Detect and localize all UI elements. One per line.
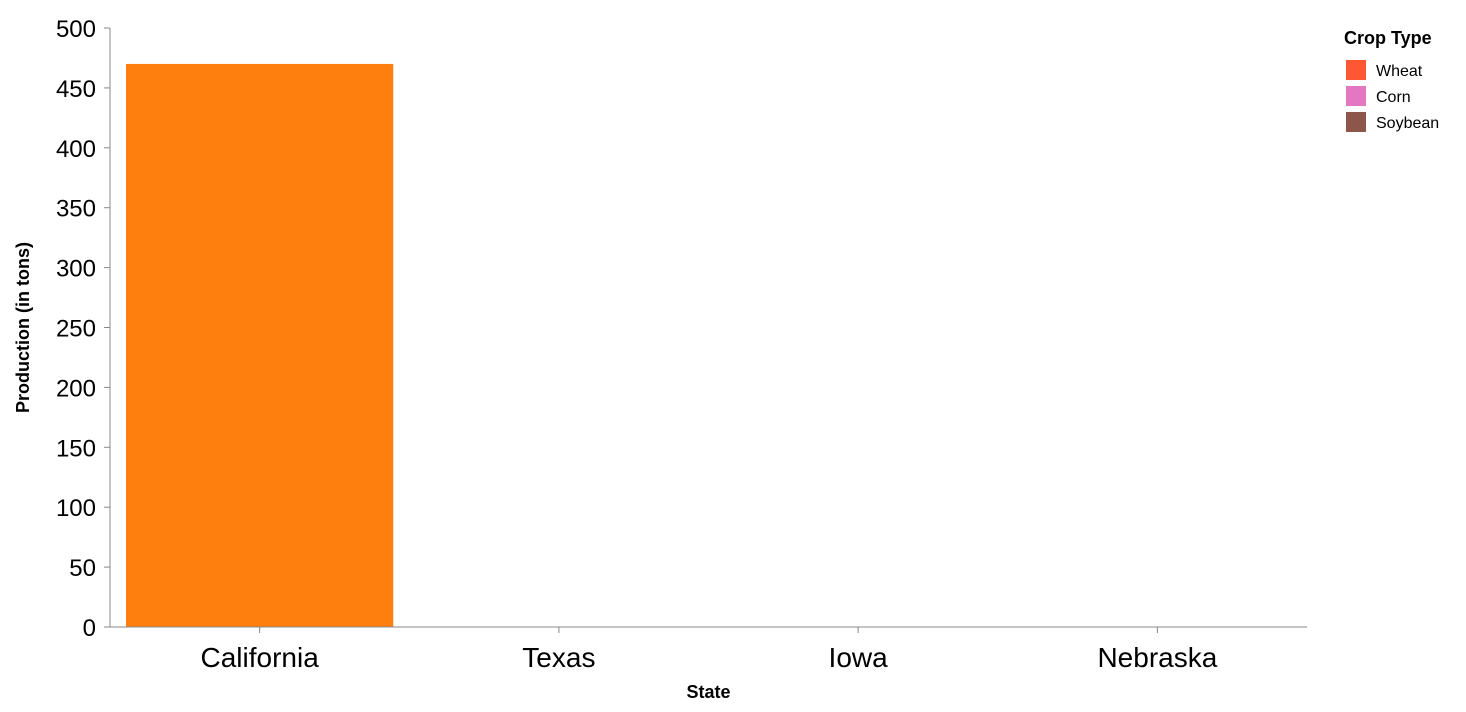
legend-label-wheat: Wheat [1376, 63, 1423, 80]
y-axis: 0 50 100 150 200 250 300 350 400 450 500 [56, 16, 111, 642]
legend-swatch-wheat [1346, 60, 1366, 80]
y-tick-label: 450 [56, 76, 96, 103]
y-tick-label: 350 [56, 196, 96, 223]
legend-title: Crop Type [1344, 28, 1432, 48]
bars-group [126, 63, 394, 627]
legend-swatch-corn [1346, 86, 1366, 106]
y-tick-label: 150 [56, 435, 96, 462]
x-axis-title: State [686, 682, 730, 702]
y-tick-label: 100 [56, 495, 96, 522]
y-tick-label: 200 [56, 375, 96, 402]
legend-label-corn: Corn [1376, 89, 1411, 106]
x-tick-label: Iowa [829, 642, 889, 673]
y-tick-label: 500 [56, 16, 96, 43]
legend-label-soybean: Soybean [1376, 115, 1439, 132]
y-tick-label: 300 [56, 256, 96, 283]
legend: Crop Type Wheat Corn Soybean [1344, 28, 1439, 132]
x-tick-label: Texas [522, 642, 595, 673]
y-tick-label: 50 [69, 555, 96, 582]
y-tick-label: 400 [56, 136, 96, 163]
y-tick-label: 0 [83, 615, 96, 642]
x-tick-label: California [200, 642, 319, 673]
y-tick-label: 250 [56, 316, 96, 343]
bar-california [126, 63, 394, 627]
x-axis: California Texas Iowa Nebraska [110, 626, 1307, 673]
legend-swatch-soybean [1346, 112, 1366, 132]
x-tick-label: Nebraska [1097, 642, 1217, 673]
y-axis-title: Production (in tons) [13, 242, 33, 413]
